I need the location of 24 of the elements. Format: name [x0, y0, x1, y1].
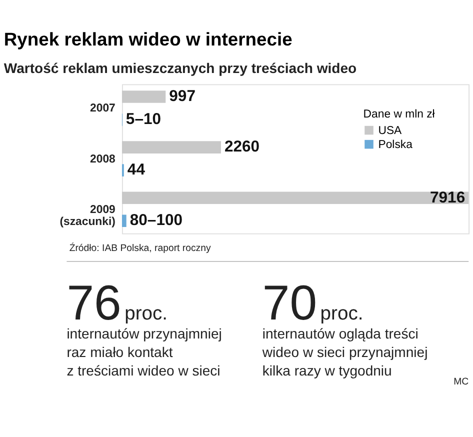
data-label: 44: [127, 162, 146, 179]
data-label: 997: [169, 88, 196, 106]
data-label: 2260: [224, 138, 260, 156]
legend-label: USA: [378, 124, 402, 137]
text: proc.: [124, 303, 168, 324]
bar: [122, 90, 166, 103]
chart-subtitle: Wartość reklam umieszczanych przy treściach wideo: [4, 60, 358, 76]
text: internautów ogląda treści wideo w sieci przynajmniej kilka razy w tygodniu: [261, 326, 428, 379]
text: proc.: [320, 303, 364, 324]
legend-title: Dane w mln zł: [363, 108, 436, 121]
data-label: 80–100: [130, 212, 183, 230]
data-label: 7916: [430, 189, 466, 206]
data-label: 5–10: [126, 111, 162, 128]
text: internautów przynajmniej raz miało kontakt z treściami wideo w sieci: [66, 326, 222, 379]
bar: [122, 192, 469, 204]
legend-label: Polska: [378, 138, 414, 151]
text: MC: [454, 376, 469, 388]
y-tick-label: 2009 (szacunki): [60, 204, 116, 228]
y-tick-label: 2007: [90, 102, 116, 115]
bar: [122, 141, 221, 154]
chart-title: Rynek reklam wideo w internecie: [4, 28, 292, 50]
bar: [122, 214, 126, 228]
y-tick-label: 2008: [90, 153, 116, 166]
text: Źródło: IAB Polska, raport roczny: [69, 242, 211, 254]
